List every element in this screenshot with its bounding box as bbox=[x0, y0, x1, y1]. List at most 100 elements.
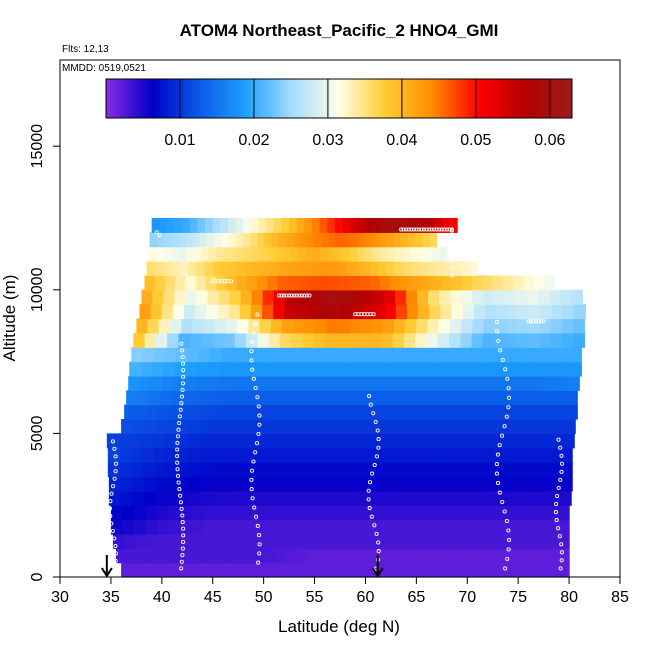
heatmap-cell bbox=[233, 562, 245, 578]
heatmap-cell bbox=[364, 246, 373, 262]
heatmap-cell bbox=[444, 447, 457, 463]
heatmap-cell bbox=[174, 361, 187, 377]
heatmap-cell bbox=[191, 519, 204, 535]
heatmap-cell bbox=[513, 562, 525, 578]
heatmap-cell bbox=[340, 390, 353, 406]
heatmap-cell bbox=[207, 289, 220, 305]
heatmap-cell bbox=[293, 232, 301, 248]
heatmap-cell bbox=[410, 476, 423, 492]
heatmap-cell bbox=[376, 548, 389, 564]
flight-point bbox=[250, 468, 255, 473]
colorbar-segment bbox=[525, 79, 530, 118]
colorbar-segment bbox=[362, 79, 367, 118]
heatmap-cell bbox=[262, 304, 274, 320]
heatmap-cell bbox=[441, 217, 451, 233]
heatmap-cell bbox=[221, 261, 230, 277]
colorbar-segment bbox=[564, 79, 569, 118]
heatmap-cell bbox=[441, 404, 454, 420]
heatmap-cell bbox=[461, 275, 473, 291]
colorbar-segment bbox=[164, 79, 169, 118]
heatmap-cell bbox=[218, 289, 231, 305]
flight-point bbox=[559, 558, 564, 563]
heatmap-cell bbox=[133, 332, 146, 348]
flight-point bbox=[376, 540, 381, 545]
heatmap-cell bbox=[387, 246, 396, 262]
heatmap-cell bbox=[154, 447, 167, 463]
colorbar-segment bbox=[537, 79, 542, 118]
heatmap-cell bbox=[165, 433, 178, 449]
heatmap-cell bbox=[218, 375, 231, 391]
heatmap-cell bbox=[398, 447, 411, 463]
heatmap-cell bbox=[475, 404, 488, 420]
heatmap-cell bbox=[423, 347, 436, 363]
heatmap-cell bbox=[492, 275, 504, 291]
heatmap-cell bbox=[178, 246, 187, 262]
heatmap-cell bbox=[136, 318, 149, 334]
heatmap-cell bbox=[151, 361, 164, 377]
heatmap-cell bbox=[189, 447, 202, 463]
colorbar-segment bbox=[447, 79, 453, 118]
heatmap-cell bbox=[243, 217, 252, 233]
heatmap-cell bbox=[328, 447, 341, 463]
heatmap-cell bbox=[288, 347, 301, 363]
flight-point bbox=[256, 533, 262, 538]
flight-point bbox=[554, 501, 559, 507]
flight-point bbox=[494, 471, 499, 476]
heatmap-cell bbox=[469, 433, 482, 449]
heatmap-cell bbox=[466, 505, 479, 521]
flight-point bbox=[113, 558, 118, 563]
colorbar-segment bbox=[218, 79, 223, 118]
flight-point bbox=[437, 227, 442, 232]
heatmap-cell bbox=[164, 275, 176, 291]
heatmap-cell bbox=[316, 462, 329, 478]
colorbar-segment bbox=[552, 79, 557, 118]
heatmap-cell bbox=[443, 519, 456, 535]
heatmap-cell bbox=[174, 217, 183, 233]
heatmap-cell bbox=[415, 332, 428, 348]
heatmap-cell bbox=[438, 318, 451, 334]
heatmap-cell bbox=[428, 289, 440, 305]
heatmap-cell bbox=[154, 261, 164, 277]
heatmap-cell bbox=[445, 361, 458, 377]
colorbar-segment bbox=[494, 79, 499, 118]
flight-point bbox=[557, 534, 562, 539]
heatmap-cell bbox=[237, 318, 249, 334]
flight-point bbox=[294, 293, 299, 298]
heatmap-cell bbox=[468, 347, 481, 363]
heatmap-cell bbox=[374, 390, 387, 406]
heatmap-cell bbox=[295, 304, 308, 320]
heatmap-cell bbox=[143, 562, 156, 578]
heatmap-cell bbox=[295, 390, 308, 406]
heatmap-cell bbox=[341, 533, 354, 549]
heatmap-cell bbox=[500, 533, 513, 549]
heatmap-cell bbox=[562, 433, 575, 449]
flight-point bbox=[496, 338, 501, 343]
heatmap-cell bbox=[274, 375, 287, 391]
heatmap-cell bbox=[311, 347, 324, 363]
colorbar-segment bbox=[230, 79, 235, 118]
heatmap-cell bbox=[131, 447, 144, 463]
heatmap-cell bbox=[560, 476, 573, 492]
colorbar-segment bbox=[385, 79, 390, 118]
heatmap-cell bbox=[363, 533, 376, 549]
flight-point bbox=[175, 434, 180, 439]
heatmap-cell bbox=[525, 447, 538, 463]
flight-point bbox=[559, 550, 564, 555]
heatmap-cell bbox=[421, 447, 434, 463]
flight-point bbox=[157, 233, 162, 238]
flight-point bbox=[109, 521, 114, 526]
heatmap-cell bbox=[386, 533, 399, 549]
colorbar-segment bbox=[140, 79, 146, 118]
colorbar-segment bbox=[292, 79, 297, 118]
heatmap-cell bbox=[161, 548, 174, 564]
colorbar-segment bbox=[513, 79, 519, 118]
colorbar-segment bbox=[203, 79, 208, 118]
colorbar-segment bbox=[284, 79, 290, 118]
heatmap-cell bbox=[234, 332, 247, 348]
heatmap-cell bbox=[204, 533, 217, 549]
heatmap-cell bbox=[369, 275, 381, 291]
heatmap-cell bbox=[294, 505, 307, 521]
heatmap-cell bbox=[387, 548, 400, 564]
colorbar-segment bbox=[304, 79, 309, 118]
heatmap-cell bbox=[466, 519, 479, 535]
